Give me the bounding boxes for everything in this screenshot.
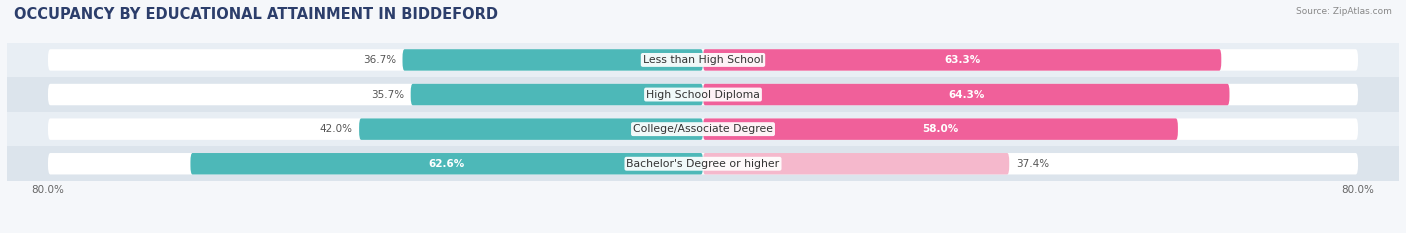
FancyBboxPatch shape bbox=[703, 153, 1010, 175]
Text: 58.0%: 58.0% bbox=[922, 124, 959, 134]
FancyBboxPatch shape bbox=[703, 49, 1222, 71]
Text: 35.7%: 35.7% bbox=[371, 89, 404, 99]
FancyBboxPatch shape bbox=[7, 112, 1399, 147]
FancyBboxPatch shape bbox=[411, 84, 703, 105]
Text: 62.6%: 62.6% bbox=[429, 159, 465, 169]
FancyBboxPatch shape bbox=[48, 118, 1358, 140]
Text: Source: ZipAtlas.com: Source: ZipAtlas.com bbox=[1296, 7, 1392, 16]
FancyBboxPatch shape bbox=[7, 77, 1399, 112]
Text: Less than High School: Less than High School bbox=[643, 55, 763, 65]
Legend: Owner-occupied, Renter-occupied: Owner-occupied, Renter-occupied bbox=[586, 230, 820, 233]
FancyBboxPatch shape bbox=[359, 118, 703, 140]
Text: 36.7%: 36.7% bbox=[363, 55, 396, 65]
Text: Bachelor's Degree or higher: Bachelor's Degree or higher bbox=[627, 159, 779, 169]
Text: High School Diploma: High School Diploma bbox=[647, 89, 759, 99]
Text: 37.4%: 37.4% bbox=[1015, 159, 1049, 169]
Text: 63.3%: 63.3% bbox=[943, 55, 980, 65]
FancyBboxPatch shape bbox=[7, 43, 1399, 77]
FancyBboxPatch shape bbox=[703, 118, 1178, 140]
Text: 64.3%: 64.3% bbox=[948, 89, 984, 99]
Text: OCCUPANCY BY EDUCATIONAL ATTAINMENT IN BIDDEFORD: OCCUPANCY BY EDUCATIONAL ATTAINMENT IN B… bbox=[14, 7, 498, 22]
FancyBboxPatch shape bbox=[7, 147, 1399, 181]
FancyBboxPatch shape bbox=[703, 84, 1229, 105]
Text: 42.0%: 42.0% bbox=[319, 124, 353, 134]
Text: College/Associate Degree: College/Associate Degree bbox=[633, 124, 773, 134]
FancyBboxPatch shape bbox=[48, 49, 1358, 71]
FancyBboxPatch shape bbox=[190, 153, 703, 175]
FancyBboxPatch shape bbox=[48, 153, 1358, 175]
FancyBboxPatch shape bbox=[402, 49, 703, 71]
FancyBboxPatch shape bbox=[48, 84, 1358, 105]
